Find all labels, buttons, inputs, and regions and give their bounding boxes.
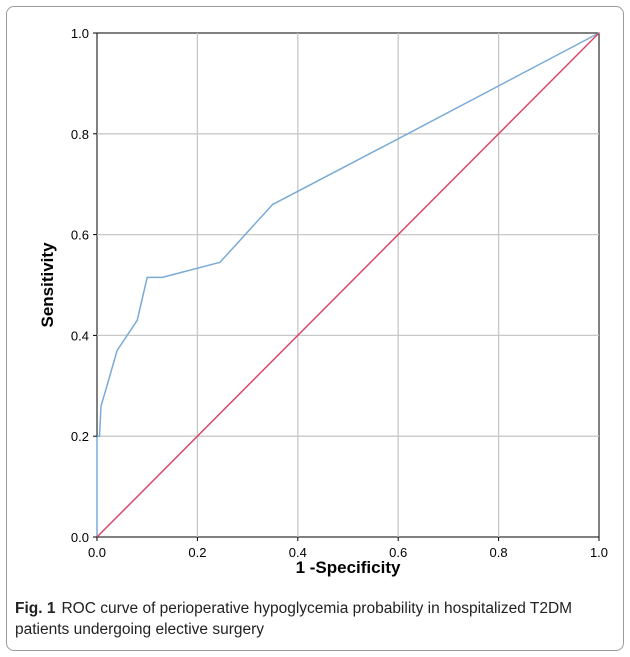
- x-tick-label: 1.0: [590, 545, 608, 560]
- roc-chart: 0.0 0.2 0.4 0.6 0.8 1.0 0.0 0.2 0.4 0.6 0.8 1.0 1 …: [38, 26, 608, 577]
- series-group: [96, 32, 600, 538]
- x-tick-label: 0.4: [289, 545, 307, 560]
- grid-lines: [97, 33, 599, 537]
- y-tick-label: 0.2: [71, 429, 89, 444]
- figure-frame: 0.0 0.2 0.4 0.6 0.8 1.0 0.0 0.2 0.4 0.6 0.8 1.0 1 …: [6, 6, 624, 651]
- y-axis-label: Sensitivity: [38, 242, 57, 328]
- y-tick-label: 0.6: [71, 228, 89, 243]
- x-tick-label: 0.6: [389, 545, 407, 560]
- figure-caption: Fig. 1 ROC curve of perioperative hypogly…: [15, 598, 615, 640]
- x-tick-label: 0.0: [88, 545, 106, 560]
- y-tick-labels: 0.0 0.2 0.4 0.6 0.8 1.0: [71, 26, 97, 545]
- caption-text: ROC curve of perioperative hypoglycemia …: [15, 600, 573, 638]
- x-tick-label: 0.8: [490, 545, 508, 560]
- caption-label: Fig. 1: [15, 600, 56, 617]
- y-tick-label: 0.0: [71, 530, 89, 545]
- x-axis-label: 1 -Specificity: [296, 558, 401, 577]
- x-tick-label: 0.2: [188, 545, 206, 560]
- reference-diagonal-line: [96, 32, 600, 538]
- y-tick-label: 0.4: [71, 328, 89, 343]
- y-tick-label: 0.8: [71, 127, 89, 142]
- roc-curve-line: [96, 32, 600, 537]
- x-tick-labels: 0.0 0.2 0.4 0.6 0.8 1.0: [88, 537, 608, 560]
- y-tick-label: 1.0: [71, 26, 89, 41]
